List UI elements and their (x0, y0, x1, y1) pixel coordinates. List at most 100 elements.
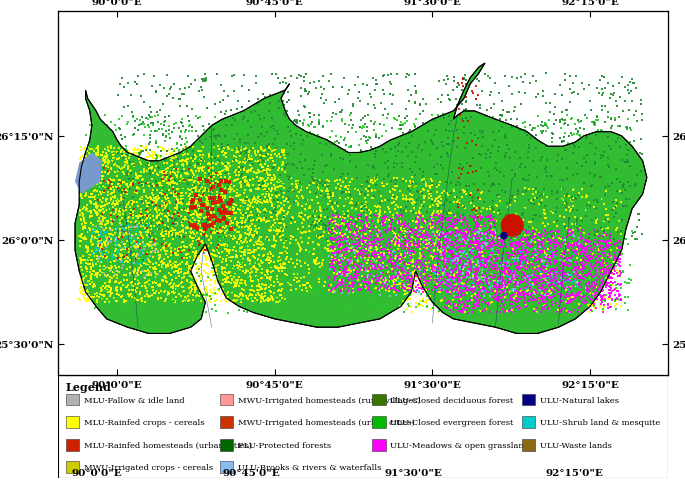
Point (453, 232, 464, 240)
Point (464, 270, 475, 278)
Point (121, 187, 132, 194)
Point (614, 256, 625, 264)
Point (105, 218, 116, 226)
Point (231, 172, 242, 180)
Point (339, 246, 350, 254)
Point (95, 190, 106, 198)
Point (334, 250, 345, 257)
Point (108, 177, 119, 185)
Point (219, 139, 229, 147)
Point (312, 261, 323, 268)
Point (125, 211, 136, 218)
Point (445, 249, 456, 256)
Point (300, 260, 311, 267)
Point (332, 221, 343, 229)
Point (387, 254, 398, 262)
Point (532, 261, 543, 269)
Point (419, 263, 430, 270)
Point (195, 215, 206, 222)
Point (482, 274, 493, 282)
Point (597, 307, 608, 314)
Point (314, 279, 325, 287)
Point (197, 292, 208, 300)
Point (164, 231, 175, 239)
Point (567, 227, 578, 235)
Point (101, 273, 112, 280)
Point (321, 240, 332, 248)
Point (270, 144, 281, 152)
Point (530, 269, 540, 276)
Point (156, 263, 167, 271)
Point (181, 235, 192, 243)
Point (132, 168, 142, 176)
Point (536, 266, 547, 274)
Point (507, 122, 518, 130)
Point (253, 182, 264, 190)
Point (488, 206, 499, 214)
Point (130, 224, 141, 232)
Point (527, 250, 538, 257)
Point (564, 72, 575, 80)
Point (523, 178, 534, 185)
Point (596, 108, 607, 115)
Point (462, 233, 473, 241)
Point (140, 225, 151, 233)
Point (445, 220, 456, 228)
Point (212, 71, 223, 79)
Point (607, 164, 618, 171)
Point (214, 213, 225, 221)
Point (94, 189, 105, 196)
Point (237, 124, 248, 132)
Point (139, 214, 150, 222)
Point (266, 199, 277, 206)
Point (441, 256, 452, 264)
Point (170, 189, 181, 197)
Point (358, 263, 369, 270)
Point (409, 240, 420, 248)
Point (212, 201, 223, 209)
Point (323, 241, 334, 249)
Point (371, 253, 382, 261)
Point (116, 189, 127, 196)
Point (256, 275, 267, 283)
Point (161, 169, 172, 177)
Point (482, 233, 493, 240)
Point (458, 248, 469, 255)
Point (419, 228, 429, 236)
Point (595, 252, 606, 260)
Point (408, 263, 419, 271)
Point (612, 288, 623, 295)
Point (425, 189, 436, 197)
Point (484, 293, 495, 300)
Point (347, 260, 358, 267)
Point (378, 250, 389, 257)
Point (292, 257, 303, 264)
Point (437, 111, 448, 119)
Point (198, 180, 209, 188)
Point (306, 210, 317, 218)
Point (230, 243, 241, 251)
Point (508, 219, 519, 227)
Point (398, 259, 409, 267)
Point (127, 176, 138, 184)
Point (162, 93, 173, 100)
Point (85, 223, 96, 230)
Point (469, 250, 480, 258)
Point (89, 201, 100, 209)
Point (153, 264, 164, 272)
Point (469, 215, 480, 222)
Point (284, 253, 295, 261)
Point (487, 217, 498, 225)
Point (162, 205, 173, 213)
Point (165, 172, 176, 180)
Point (475, 142, 486, 149)
Point (408, 197, 419, 204)
Point (239, 279, 250, 287)
Point (142, 260, 153, 268)
Point (391, 243, 402, 251)
Point (243, 120, 254, 128)
Point (98, 280, 109, 288)
Point (537, 231, 548, 239)
Point (466, 166, 477, 173)
Point (355, 201, 366, 208)
